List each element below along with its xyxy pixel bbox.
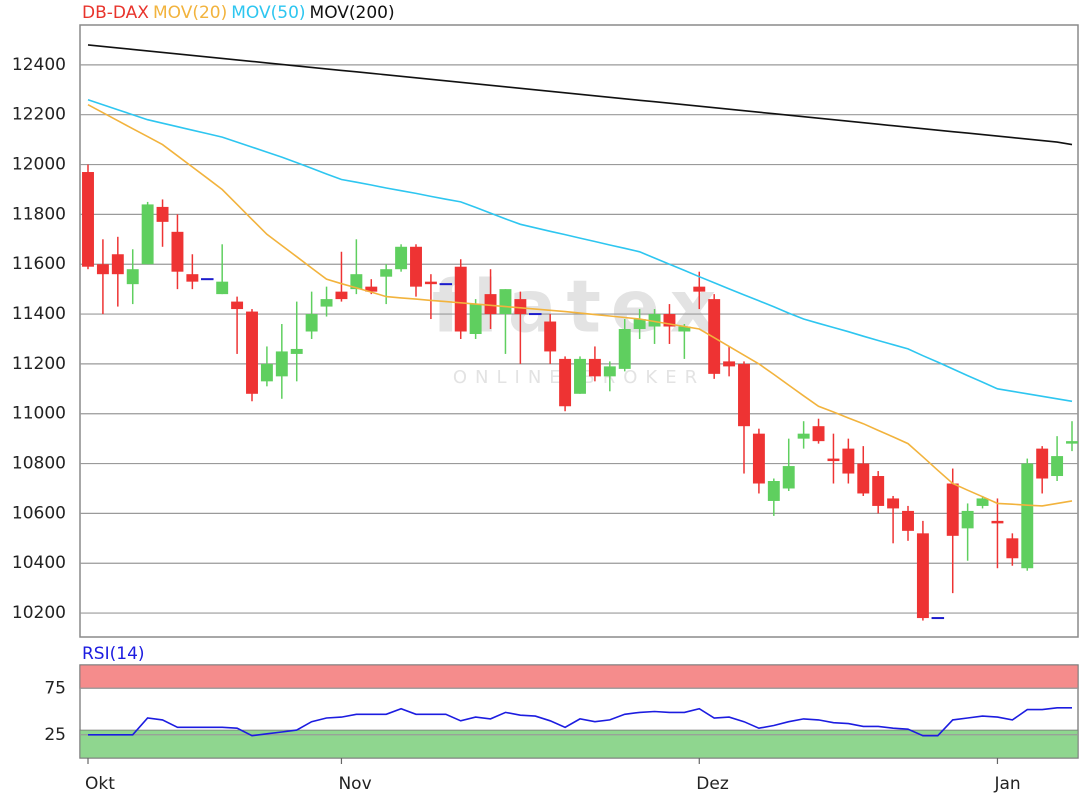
- candle-body: [410, 246, 422, 287]
- candle-body: [812, 426, 825, 442]
- candle-body: [1006, 538, 1019, 559]
- x-tick-label: Okt: [85, 774, 115, 794]
- legend-entry: MOV(200): [310, 3, 395, 23]
- candle-body: [156, 206, 169, 222]
- candle-body: [1021, 463, 1034, 569]
- candle-body: [902, 510, 914, 531]
- candle-body: [976, 498, 989, 506]
- candle-body: [395, 246, 408, 270]
- y-tick-label: 11000: [12, 404, 66, 424]
- y-tick-label: 10400: [12, 553, 66, 573]
- candle-body: [380, 269, 393, 277]
- candle-body: [484, 294, 497, 315]
- candle-body: [797, 433, 810, 439]
- candle-body: [872, 476, 885, 506]
- x-tick-label: Dez: [696, 774, 729, 794]
- candle-body: [991, 520, 1004, 524]
- candle-body: [588, 358, 601, 377]
- candle-body: [1036, 448, 1049, 479]
- candle-body: [767, 481, 780, 501]
- line-series: [87, 103, 1073, 507]
- candle-body: [141, 204, 154, 265]
- y-tick-label: 10600: [12, 503, 66, 523]
- candle-body: [499, 289, 512, 315]
- legend-entry: MOV(20): [153, 3, 227, 23]
- candle-body: [678, 326, 691, 332]
- candle-body: [946, 483, 959, 536]
- candle-body: [216, 281, 229, 295]
- candle-body: [126, 269, 139, 285]
- candle-body: [320, 299, 333, 307]
- candle-body: [827, 458, 840, 462]
- candle-body: [82, 172, 94, 267]
- y-tick-label: 11400: [12, 304, 66, 324]
- candle-body: [544, 321, 557, 352]
- candle-body: [231, 301, 244, 310]
- candle-body: [171, 231, 184, 272]
- candle-body: [1051, 456, 1064, 477]
- candle-body: [782, 466, 795, 489]
- line-series: [87, 44, 1073, 146]
- zone-band: [79, 664, 1079, 689]
- candle-body: [738, 363, 750, 427]
- x-tick-label: Nov: [338, 774, 371, 794]
- candle-body: [752, 433, 765, 484]
- candle-body: [648, 314, 661, 327]
- candle-body: [1066, 441, 1078, 444]
- candle-body: [603, 366, 616, 377]
- x-tick-label: Jan: [993, 774, 1020, 794]
- legend-entry: DB-DAX: [82, 3, 149, 23]
- line-series: [88, 707, 1072, 737]
- candle-body: [275, 351, 288, 377]
- y-tick-label: 10200: [12, 603, 66, 623]
- candle-body: [335, 291, 348, 300]
- candle-body: [186, 274, 199, 282]
- candle-body: [961, 510, 974, 529]
- y-tick-label: 11600: [12, 254, 66, 274]
- candle-body: [305, 314, 318, 332]
- candle-body: [693, 286, 706, 292]
- candle-body: [350, 274, 363, 290]
- y-tick-label: 12400: [12, 55, 66, 75]
- y-tick-label: 11200: [12, 354, 66, 374]
- candle-body: [723, 361, 736, 367]
- candle-body: [260, 363, 273, 382]
- candle-body: [469, 304, 482, 334]
- candle-body: [916, 533, 929, 619]
- candle-body: [424, 281, 437, 285]
- candle-body: [290, 348, 303, 354]
- candle-body: [842, 448, 855, 474]
- y-tick-label: 12200: [12, 105, 66, 125]
- candle-body: [514, 299, 527, 315]
- candle-body: [246, 311, 258, 394]
- candle-body: [574, 358, 586, 394]
- chart-title: RSI(14): [82, 644, 145, 664]
- y-tick-label: 25: [44, 725, 66, 745]
- y-tick-label: 10800: [12, 454, 66, 474]
- candle-body: [454, 266, 467, 332]
- y-tick-label: 75: [44, 678, 66, 698]
- candle-body: [857, 463, 870, 494]
- candle-body: [708, 299, 721, 374]
- candle-body: [559, 358, 572, 407]
- candle-body: [633, 319, 646, 330]
- y-tick-label: 12000: [12, 155, 66, 175]
- line-series: [87, 99, 1073, 403]
- candle-body: [663, 314, 676, 327]
- y-tick-label: 11800: [12, 204, 66, 224]
- candle-body: [618, 329, 631, 369]
- candle-body: [365, 286, 378, 292]
- candle-body: [887, 498, 900, 509]
- legend-entry: MOV(50): [231, 3, 305, 23]
- candle-body: [96, 264, 109, 275]
- candle-body: [111, 254, 124, 275]
